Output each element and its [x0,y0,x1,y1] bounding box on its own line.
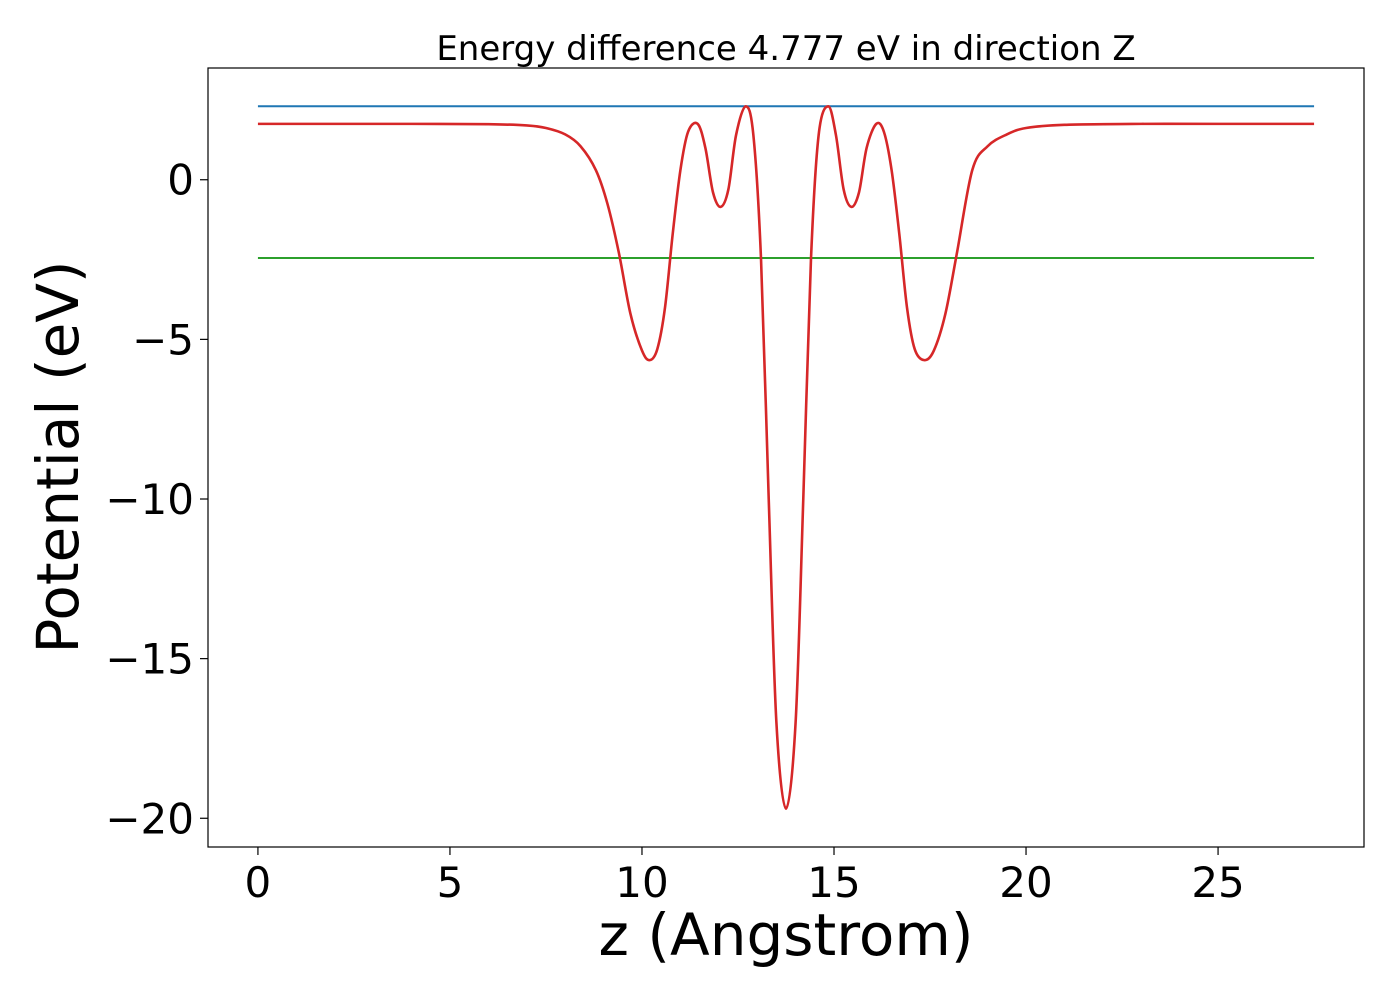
y-tick-label: −10 [105,475,194,524]
x-tick-label: 15 [807,858,860,907]
x-tick-label: 20 [999,858,1052,907]
y-tick-label: 0 [167,156,194,205]
series-potential-curve [257,105,1315,810]
y-tick-label: −20 [105,794,194,843]
x-tick-label: 25 [1191,858,1244,907]
x-tick-label: 5 [437,858,464,907]
x-tick-label: 0 [245,858,272,907]
y-axis-label: Potential (eV) [24,260,92,653]
y-axis: 0 −5 −10 −15 −20 [105,156,208,843]
axes-frame [207,67,1365,848]
x-axis-label: z (Angstrom) [599,901,974,969]
y-tick-label: −5 [132,315,194,364]
plot-area [257,105,1315,810]
x-tick-label: 10 [615,858,668,907]
chart-title: Energy difference 4.777 eV in direction … [436,29,1135,69]
x-axis: 0 5 10 15 20 25 [245,847,1245,907]
y-tick-label: −15 [105,635,194,684]
